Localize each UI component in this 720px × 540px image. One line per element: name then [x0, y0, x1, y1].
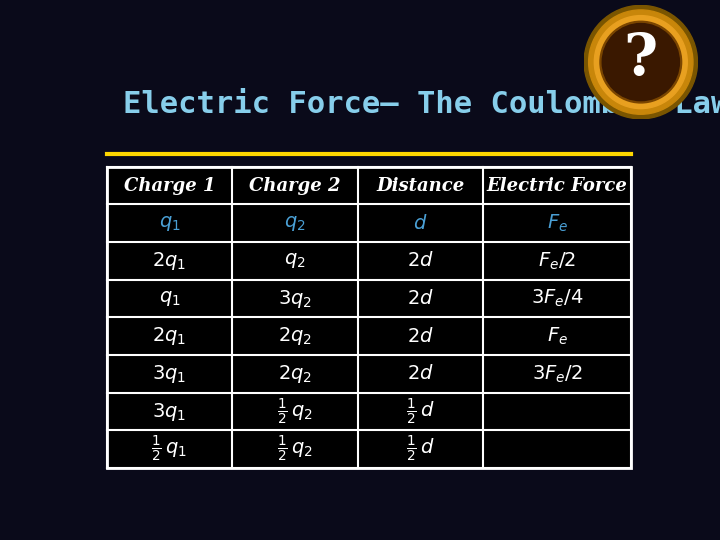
Text: Electric Force– The Coulomb’s Law: Electric Force– The Coulomb’s Law — [124, 90, 720, 119]
Text: $F_e$: $F_e$ — [546, 326, 567, 347]
Circle shape — [602, 24, 680, 100]
Text: $3q_1$: $3q_1$ — [153, 401, 186, 423]
Text: $q_2$: $q_2$ — [284, 214, 306, 233]
Text: $F_e$: $F_e$ — [546, 213, 567, 234]
Text: $2q_1$: $2q_1$ — [153, 250, 186, 272]
Bar — [107, 167, 631, 468]
Text: $3F_e/4$: $3F_e/4$ — [531, 288, 583, 309]
Text: Charge 2: Charge 2 — [249, 177, 341, 194]
Text: $\frac{1}{2}\,q_2$: $\frac{1}{2}\,q_2$ — [277, 434, 312, 464]
Text: $F_e/2$: $F_e/2$ — [538, 250, 576, 272]
Text: Electric Force: Electric Force — [487, 177, 628, 194]
Circle shape — [594, 16, 688, 109]
Text: $q_1$: $q_1$ — [158, 289, 180, 308]
Text: $2d$: $2d$ — [407, 289, 433, 308]
Text: $\frac{1}{2}\,q_2$: $\frac{1}{2}\,q_2$ — [277, 396, 312, 427]
Text: $3F_e/2$: $3F_e/2$ — [532, 363, 582, 384]
Text: $3q_2$: $3q_2$ — [278, 288, 312, 309]
Text: $2d$: $2d$ — [407, 327, 433, 346]
Text: $2q_2$: $2q_2$ — [278, 325, 312, 347]
Text: Charge 1: Charge 1 — [124, 177, 215, 194]
Circle shape — [600, 21, 682, 103]
Text: $3q_1$: $3q_1$ — [153, 363, 186, 385]
Text: $q_1$: $q_1$ — [158, 214, 180, 233]
Text: Distance: Distance — [376, 177, 464, 194]
Text: $2d$: $2d$ — [407, 252, 433, 271]
Text: $\frac{1}{2}\,d$: $\frac{1}{2}\,d$ — [406, 396, 435, 427]
Text: $2d$: $2d$ — [407, 364, 433, 383]
Text: ?: ? — [624, 31, 658, 87]
Text: $q_2$: $q_2$ — [284, 252, 306, 271]
Text: $\frac{1}{2}\,d$: $\frac{1}{2}\,d$ — [406, 434, 435, 464]
Text: $2q_1$: $2q_1$ — [153, 325, 186, 347]
Text: $2q_2$: $2q_2$ — [278, 363, 312, 385]
Text: $d$: $d$ — [413, 214, 428, 233]
Circle shape — [584, 5, 698, 119]
Circle shape — [589, 10, 693, 114]
Text: $\frac{1}{2}\,q_1$: $\frac{1}{2}\,q_1$ — [151, 434, 187, 464]
